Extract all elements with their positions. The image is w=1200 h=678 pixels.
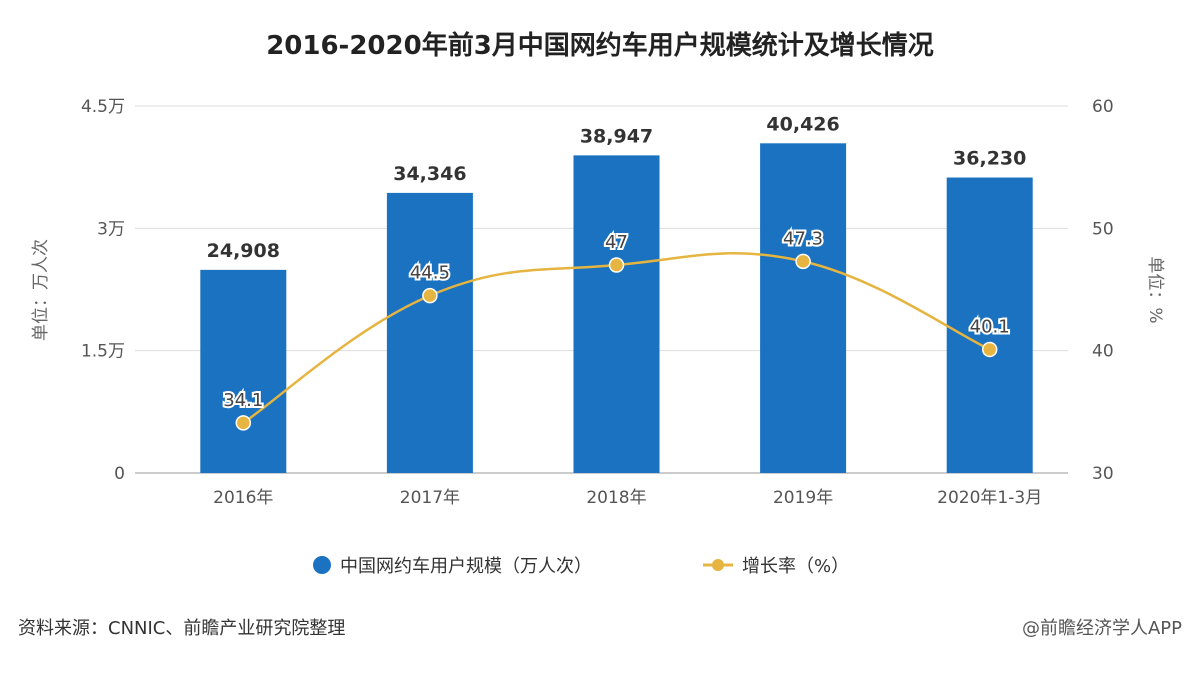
y-left-tick-label: 4.5万 [81, 97, 125, 117]
bar [386, 192, 473, 473]
growth-rate-point [981, 341, 998, 358]
bar [946, 177, 1033, 473]
y-left-tick-label: 0 [114, 464, 125, 484]
growth-rate-label: 47.3 [783, 228, 823, 249]
growth-rate-point [422, 287, 438, 304]
bar-data-label: 24,908 [207, 240, 280, 262]
y-left-tick-label: 1.5万 [81, 342, 125, 362]
y-axis-right-label: 单位：% [1145, 256, 1165, 323]
bar-data-label: 38,947 [580, 125, 653, 147]
legend-bar-label: 中国网约车用户规模（万人次） [340, 556, 592, 577]
bar [573, 155, 660, 473]
growth-rate-label: 34.1 [223, 390, 263, 411]
y-axis-left-label: 单位：万人次 [31, 239, 51, 341]
legend-bar-marker [313, 556, 331, 574]
growth-rate-point [795, 253, 811, 270]
y-left-tick-label: 3万 [97, 219, 125, 239]
bar-data-label: 34,346 [393, 163, 466, 185]
x-tick-label: 2016年 [213, 488, 273, 508]
growth-rate-label: 40.1 [970, 316, 1010, 337]
y-right-tick-label: 60 [1092, 97, 1114, 117]
growth-rate-point [608, 257, 625, 273]
y-right-tick-label: 40 [1092, 342, 1114, 362]
legend: 中国网约车用户规模（万人次） 增长率（%） [313, 556, 849, 577]
x-tick-label: 2019年 [773, 488, 833, 508]
x-tick-label: 2020年1-3月 [937, 488, 1042, 508]
y-right-tick-label: 30 [1092, 464, 1114, 484]
growth-rate-label: 44.5 [410, 263, 450, 284]
bar [200, 269, 287, 473]
bar-data-label: 40,426 [766, 113, 839, 135]
growth-rate-point [235, 415, 252, 431]
growth-rate-label: 47 [605, 232, 628, 253]
y-right-tick-label: 50 [1092, 219, 1114, 239]
legend-line-label: 增长率（%） [742, 556, 849, 577]
source-note: 资料来源：CNNIC、前瞻产业研究院整理 [18, 618, 345, 639]
x-tick-label: 2017年 [400, 488, 460, 508]
x-tick-label: 2018年 [586, 488, 646, 508]
legend-line-dot [712, 559, 724, 571]
bar [760, 143, 847, 473]
chart-title: 2016-2020年前3月中国网约车用户规模统计及增长情况 [266, 30, 934, 61]
credit: @前瞻经济学人APP [1022, 618, 1182, 639]
bar-data-label: 36,230 [953, 148, 1026, 170]
